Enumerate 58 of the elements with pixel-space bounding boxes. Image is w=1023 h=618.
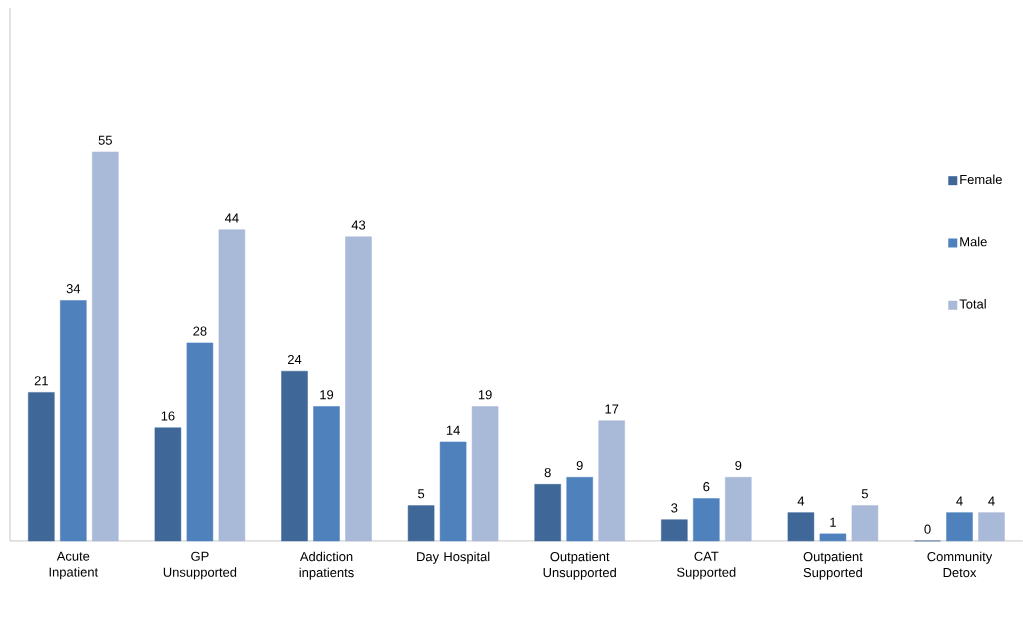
bar <box>598 420 625 542</box>
bar <box>92 151 119 542</box>
x-tick-label: Day Hospital <box>417 551 490 564</box>
data-label: 4 <box>956 496 963 506</box>
bar <box>313 406 340 542</box>
x-tick-label: Outpatient Unsupported <box>543 551 616 580</box>
x-tick-label: Community Detox <box>927 551 993 578</box>
bar <box>819 533 847 542</box>
bar <box>345 236 372 542</box>
bar <box>281 370 308 542</box>
legend-label: Female <box>960 174 1002 185</box>
data-label: 17 <box>605 404 619 414</box>
data-label: 9 <box>735 460 742 471</box>
bar <box>534 484 561 542</box>
data-label: 21 <box>34 376 48 386</box>
bar <box>978 512 1005 542</box>
data-label: 4 <box>988 496 995 506</box>
bar <box>471 406 499 542</box>
bar <box>566 477 593 542</box>
x-tick-label: Addiction inpatients <box>299 551 354 580</box>
data-label: 44 <box>225 213 239 223</box>
bar <box>661 519 688 542</box>
bar <box>28 392 55 542</box>
bar <box>60 300 87 542</box>
bar <box>787 512 815 542</box>
data-label: 1 <box>830 517 836 527</box>
data-label: 43 <box>351 220 366 230</box>
data-label: 19 <box>478 390 492 400</box>
data-label: 3 <box>671 503 678 513</box>
x-tick-label: GP Unsupported <box>163 551 237 580</box>
bar <box>725 477 752 542</box>
data-label: 24 <box>287 354 302 365</box>
bar <box>946 512 973 542</box>
x-tick-label: Outpatient Supported <box>803 551 863 580</box>
bar <box>186 342 214 542</box>
data-label: 55 <box>98 135 112 145</box>
bar <box>851 505 879 542</box>
bar <box>407 505 435 542</box>
data-label: 4 <box>797 496 805 506</box>
data-label: 5 <box>861 489 868 499</box>
data-label: 28 <box>193 326 207 336</box>
x-tick-label: Acute Inpatient <box>49 551 99 580</box>
data-label: 14 <box>446 425 460 435</box>
data-label: 5 <box>418 489 425 499</box>
bar <box>154 427 182 542</box>
data-label: 0 <box>924 524 931 534</box>
bar <box>439 441 467 542</box>
data-label: 8 <box>544 468 551 478</box>
data-label: 34 <box>66 284 81 294</box>
data-label: 6 <box>703 482 710 492</box>
legend-label: Total <box>959 299 986 309</box>
bar <box>218 229 246 542</box>
data-label: 16 <box>161 411 175 421</box>
bar <box>693 498 720 542</box>
data-label: 9 <box>576 460 583 471</box>
data-label: 19 <box>320 390 334 400</box>
legend-label: Male <box>960 236 987 247</box>
x-tick-label: CAT Supported <box>677 551 736 580</box>
